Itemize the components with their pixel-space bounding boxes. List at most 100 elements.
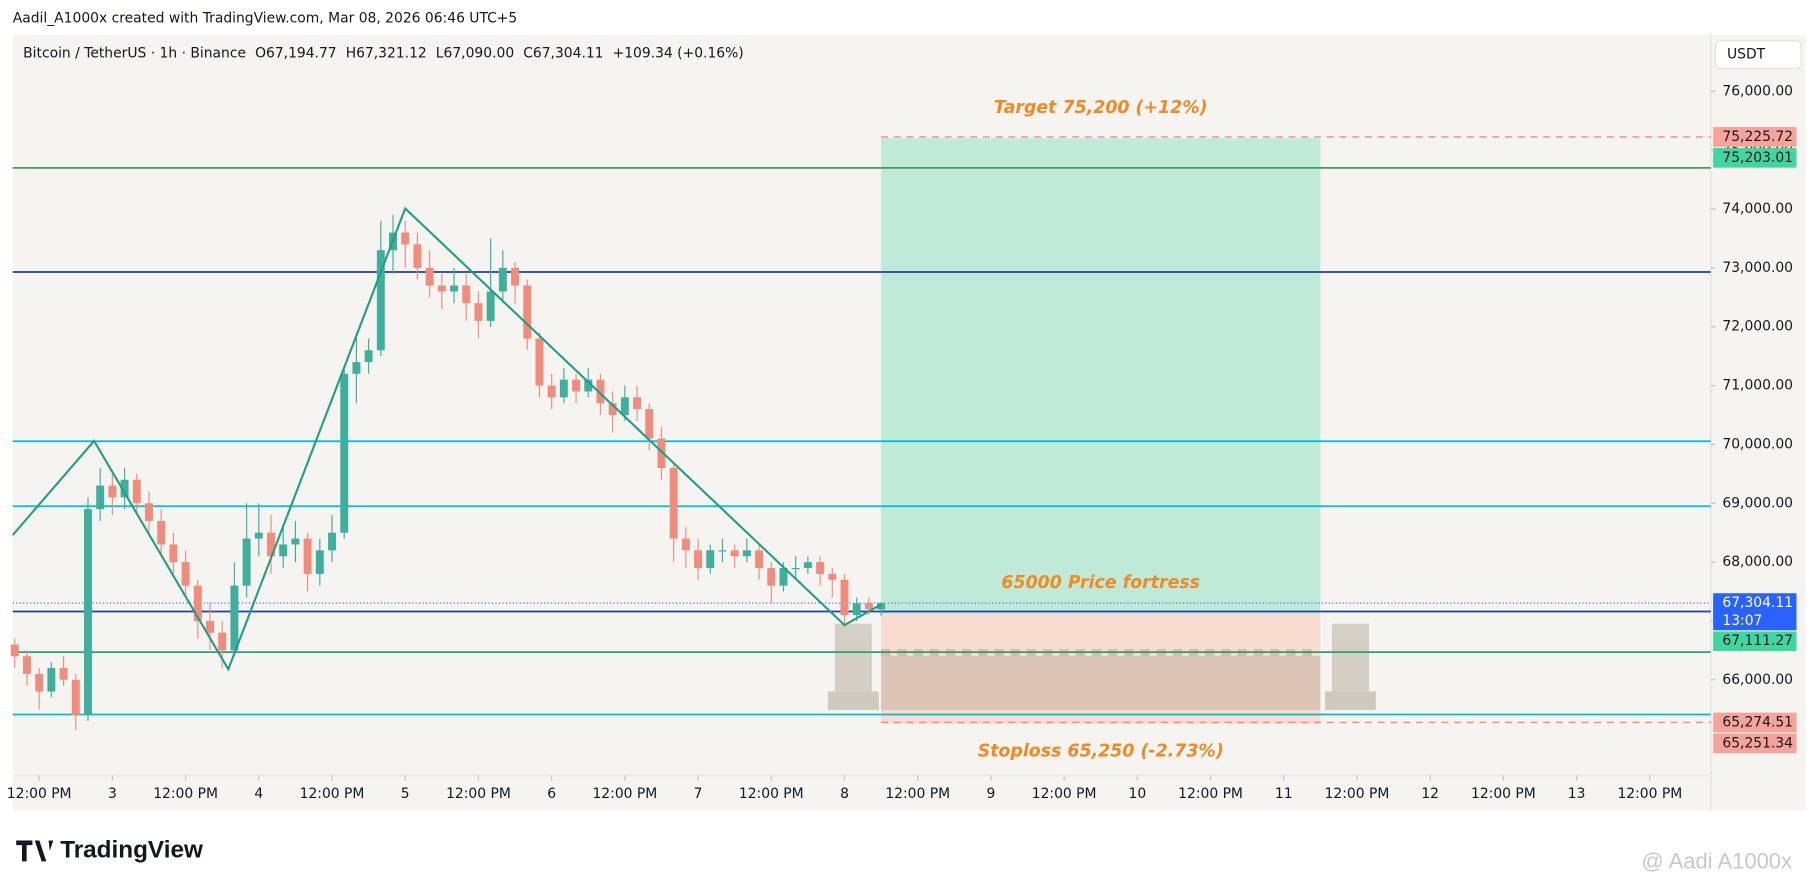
currency-button[interactable] (1714, 40, 1802, 70)
candle-body (791, 567, 800, 570)
x-tick-label: 4 (254, 786, 263, 802)
zigzag (11, 206, 882, 672)
pane (12, 34, 1711, 811)
y-tick-label: 74,000.00 (1722, 201, 1793, 217)
tower-base (1324, 691, 1376, 710)
y-tick-label: 70,000.00 (1722, 436, 1793, 452)
candle-body (328, 532, 336, 551)
loss-zone (881, 614, 1321, 724)
candle-body (596, 379, 605, 404)
candle-body (840, 579, 849, 616)
price-label-box (1713, 733, 1797, 754)
candle-body (523, 285, 532, 339)
currency[interactable]: USDT (1727, 47, 1766, 63)
x-tick-label: 12:00 PM (1325, 786, 1390, 802)
candle-body (864, 603, 873, 610)
candle-body (828, 573, 837, 580)
candle-body (230, 585, 239, 651)
x-tick-label: 12 (1421, 786, 1439, 802)
candle-body (767, 567, 776, 586)
x-tick-label: 12:00 PM (1617, 786, 1682, 802)
candle-body (669, 467, 678, 539)
candle-body (803, 562, 812, 568)
candle-body (71, 679, 80, 716)
price-label-box (1713, 593, 1797, 631)
open: O67,194.77 (255, 45, 337, 61)
y-tick-label: 72,000.00 (1722, 319, 1793, 335)
credit: Aadil_A1000x created with TradingView.co… (13, 11, 518, 27)
candle-body (425, 267, 434, 286)
x-tick-label: 12:00 PM (1032, 786, 1097, 802)
candle-body (413, 244, 422, 268)
price-label: 75,225.72 (1722, 129, 1793, 145)
candle-body (193, 585, 202, 621)
candle-body (47, 668, 56, 692)
candle-body (218, 632, 227, 651)
x-tick-label: 12:00 PM (1178, 786, 1243, 802)
candle-body (681, 538, 690, 551)
candle-body (633, 397, 642, 410)
plot: 66,000.0067,000.0068,000.0069,000.0070,0… (7, 83, 1797, 802)
x-tick-label: 12:00 PM (739, 786, 804, 802)
candle-body (620, 397, 629, 416)
price-label: 67,111.27 (1722, 633, 1793, 649)
candle-body (608, 403, 617, 416)
candle-body (206, 620, 214, 633)
candle-body (486, 291, 495, 321)
candle-body (96, 485, 105, 510)
x-tick-label: 12:00 PM (300, 786, 365, 802)
candle-body (315, 550, 324, 574)
candle-body (816, 562, 825, 574)
candle-body (120, 479, 129, 498)
candle-body (559, 379, 568, 398)
candle-body (852, 603, 861, 616)
price-label-box (1713, 147, 1797, 168)
profit-zone (881, 138, 1321, 615)
fortress-tower (834, 623, 872, 710)
candle-body (547, 385, 556, 398)
candle-body (145, 503, 153, 521)
price-label: 67,304.11 (1722, 595, 1793, 611)
target-label: Target 75,200 (+12%) (994, 98, 1208, 118)
candle-body (511, 267, 520, 286)
candle-body (169, 544, 178, 563)
fortress-label: 65000 Price fortress (1001, 573, 1200, 593)
y-tick-label: 73,000.00 (1722, 260, 1793, 276)
x-tick-label: 6 (547, 786, 556, 802)
y-tick-label: 68,000.00 (1722, 554, 1793, 570)
candle-body (376, 250, 385, 351)
candle-body (706, 550, 715, 568)
x-tick-label: 12:00 PM (7, 786, 72, 802)
logo: TradingView (16, 836, 203, 863)
x-tick-label: 12:00 PM (885, 786, 950, 802)
x-tick-label: 9 (986, 786, 995, 802)
fortress (827, 623, 1376, 710)
countdown: 13:07 (1722, 613, 1762, 629)
candle-body (132, 479, 141, 504)
candle-body (10, 644, 19, 657)
candle-body (450, 285, 458, 292)
y-tick-label: 66,000.00 (1722, 672, 1793, 688)
high: H67,321.12 (346, 45, 427, 61)
y-tick-label: 71,000.00 (1722, 378, 1793, 394)
price-label-box (1713, 631, 1797, 652)
close: C67,304.11 (523, 45, 603, 61)
candle-body (645, 409, 654, 439)
candle-body (535, 338, 544, 386)
y-tick-label: 69,000.00 (1722, 495, 1793, 511)
stop-label: Stoploss 65,250 (-2.73%) (978, 742, 1224, 762)
candle-body (267, 532, 275, 557)
candle-body (437, 285, 446, 292)
candle-body (157, 520, 166, 545)
symbol: Bitcoin / TetherUS · 1h · Binance (23, 45, 246, 61)
candle-body (108, 485, 117, 498)
watermark: @ Aadi A1000x (1641, 848, 1792, 873)
candle-body (498, 267, 507, 292)
candle-body (364, 350, 373, 363)
candle-body (303, 538, 312, 574)
candle-body (35, 673, 44, 692)
candle-body (242, 538, 251, 586)
candle-body (462, 285, 471, 304)
